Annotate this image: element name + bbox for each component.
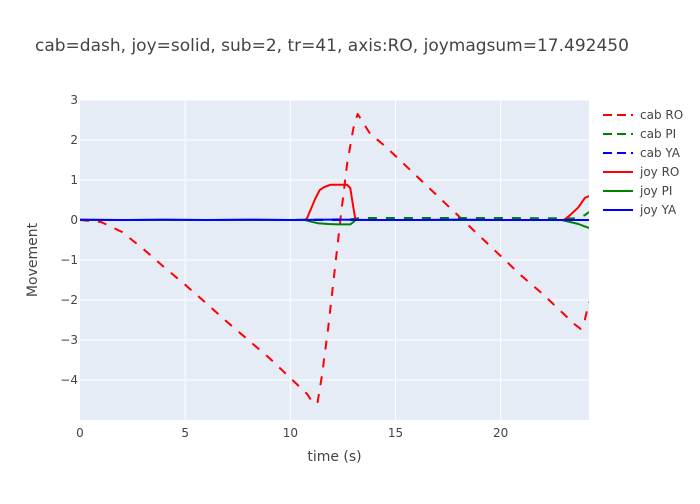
legend-label: joy PI — [639, 184, 672, 198]
legend-item-cab-ya[interactable]: cab YA — [603, 146, 681, 160]
x-tick-label-3: 15 — [388, 426, 403, 440]
y-tick-label-3: −1 — [60, 253, 78, 267]
y-tick-label-2: −2 — [60, 293, 78, 307]
y-tick-labels: −4 −3 −2 −1 0 1 2 3 — [60, 93, 78, 387]
legend-item-cab-pi[interactable]: cab PI — [603, 127, 676, 141]
legend-item-joy-ro[interactable]: joy RO — [603, 165, 679, 179]
legend-label: cab RO — [640, 108, 683, 122]
y-axis-title: Movement — [25, 222, 41, 297]
y-tick-label-0: −4 — [60, 373, 78, 387]
legend-label: cab PI — [640, 127, 676, 141]
x-tick-label-4: 20 — [493, 426, 508, 440]
y-tick-label-4: 0 — [70, 213, 78, 227]
legend-label: cab YA — [640, 146, 681, 160]
y-tick-label-6: 2 — [70, 133, 78, 147]
x-tick-label-0: 0 — [76, 426, 84, 440]
y-tick-label-1: −3 — [60, 333, 78, 347]
legend[interactable]: cab RO cab PI cab YA joy RO joy PI joy YA — [603, 108, 683, 217]
y-tick-label-7: 3 — [70, 93, 78, 107]
legend-item-cab-ro[interactable]: cab RO — [603, 108, 683, 122]
x-axis-title: time (s) — [307, 449, 361, 465]
legend-item-joy-ya[interactable]: joy YA — [603, 203, 677, 217]
legend-label: joy RO — [639, 165, 679, 179]
legend-label: joy YA — [639, 203, 677, 217]
x-tick-labels: 0 5 10 15 20 — [76, 426, 508, 440]
chart-title: cab=dash, joy=solid, sub=2, tr=41, axis:… — [35, 36, 629, 56]
y-tick-label-5: 1 — [70, 173, 78, 187]
legend-item-joy-pi[interactable]: joy PI — [603, 184, 672, 198]
x-tick-label-1: 5 — [181, 426, 189, 440]
x-tick-label-2: 10 — [283, 426, 298, 440]
